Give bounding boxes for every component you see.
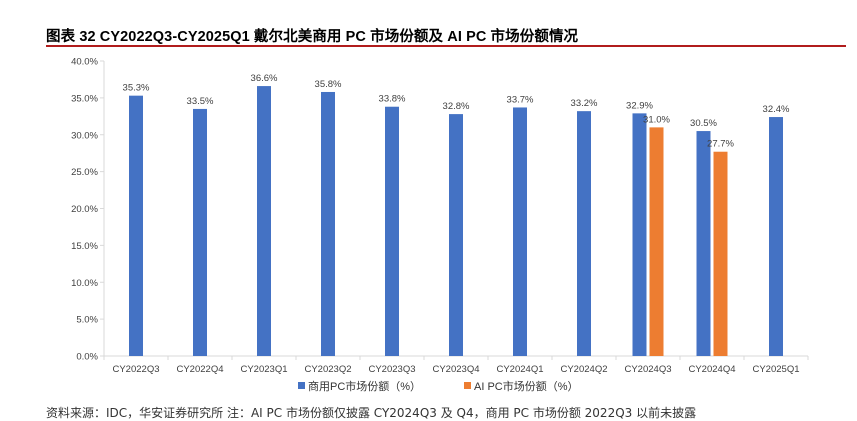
- x-tick-label: CY2024Q3: [624, 364, 671, 375]
- commercial-pc-bar: [632, 113, 647, 356]
- chart-title: 图表 32 CY2022Q3-CY2025Q1 戴尔北美商用 PC 市场份额及 …: [46, 29, 579, 45]
- commercial-pc-bar: [257, 86, 271, 356]
- commercial-pc-data-label: 30.5%: [690, 118, 717, 129]
- title-rule: [46, 45, 846, 47]
- bar-series: [129, 86, 783, 357]
- y-tick-label: 15.0%: [71, 241, 98, 252]
- commercial-pc-bar: [385, 106, 399, 356]
- x-tick-label: CY2022Q4: [176, 364, 223, 375]
- x-tick-label: CY2023Q2: [304, 364, 351, 375]
- x-tick-label: CY2024Q1: [496, 364, 543, 375]
- ai-pc-bar: [713, 151, 728, 356]
- y-tick-label: 20.0%: [71, 204, 98, 215]
- x-tick-label: CY2023Q4: [432, 364, 479, 375]
- y-axis: 0.0% 5.0% 10.0% 15.0% 20.0% 25.0% 30.0% 35.0% 40…: [71, 57, 105, 363]
- commercial-pc-data-label: 33.5%: [187, 96, 214, 107]
- commercial-pc-data-label: 35.3%: [123, 83, 150, 94]
- commercial-pc-bar: [696, 131, 711, 356]
- y-tick-label: 30.0%: [71, 130, 98, 141]
- commercial-pc-data-label: 33.8%: [379, 94, 406, 105]
- commercial-pc-data-label: 33.7%: [507, 94, 534, 105]
- ai-pc-data-label: 31.0%: [643, 114, 670, 125]
- y-tick-label: 40.0%: [71, 57, 98, 68]
- ai-pc-bar: [649, 127, 664, 356]
- x-axis: CY2022Q3 CY2022Q4 CY2023Q1 CY2023Q2 CY2023Q3…: [103, 355, 809, 375]
- commercial-pc-data-label: 32.9%: [626, 100, 653, 111]
- commercial-pc-bar: [449, 114, 463, 356]
- source-note: 资料来源：IDC，华安证券研究所 注：AI PC 市场份额仅披露 CY2024Q…: [46, 406, 697, 420]
- commercial-pc-bar: [577, 111, 591, 357]
- x-tick-label: CY2023Q1: [240, 364, 287, 375]
- commercial-pc-bar: [513, 107, 527, 357]
- commercial-pc-bar: [769, 117, 783, 356]
- y-tick-label: 5.0%: [76, 315, 98, 326]
- commercial-pc-data-label: 35.8%: [315, 79, 342, 90]
- legend-swatch-commercial-pc: [298, 382, 305, 389]
- commercial-pc-data-label: 32.8%: [443, 101, 470, 112]
- commercial-pc-data-label: 33.2%: [571, 98, 598, 109]
- commercial-pc-bar: [321, 91, 335, 356]
- x-tick-label: CY2025Q1: [752, 364, 799, 375]
- x-tick-label: CY2024Q2: [560, 364, 607, 375]
- ai-pc-data-label: 27.7%: [707, 139, 734, 150]
- legend: 商用PC市场份额（%） AI PC市场份额（%）: [298, 379, 579, 393]
- legend-label-commercial-pc: 商用PC市场份额（%）: [308, 379, 421, 393]
- legend-swatch-ai-pc: [464, 382, 471, 389]
- commercial-pc-bar: [129, 95, 143, 356]
- x-tick-label: CY2023Q3: [368, 364, 415, 375]
- data-labels: 35.3% 33.5% 36.6% 35.8% 33.8% 32.8% 33.7% 33.2%…: [123, 73, 790, 150]
- y-tick-label: 35.0%: [71, 93, 98, 104]
- commercial-pc-data-label: 36.6%: [251, 73, 278, 84]
- legend-label-ai-pc: AI PC市场份额（%）: [474, 379, 579, 393]
- bar-chart: 0.0% 5.0% 10.0% 15.0% 20.0% 25.0% 30.0% 35.0% 40…: [71, 57, 809, 393]
- commercial-pc-data-label: 32.4%: [763, 104, 790, 115]
- commercial-pc-bar: [193, 108, 207, 356]
- y-tick-label: 0.0%: [76, 352, 98, 363]
- y-tick-label: 10.0%: [71, 278, 98, 289]
- x-tick-label: CY2024Q4: [688, 364, 735, 375]
- x-tick-label: CY2022Q3: [112, 364, 159, 375]
- y-tick-label: 25.0%: [71, 167, 98, 178]
